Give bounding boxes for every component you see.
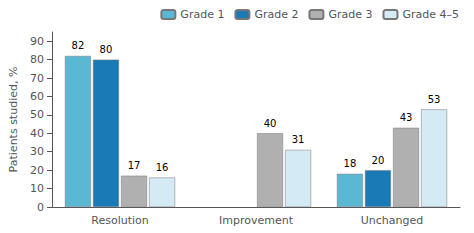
svg-text:Unchanged: Unchanged: [361, 214, 424, 227]
svg-text:20: 20: [372, 155, 385, 166]
svg-text:90: 90: [30, 35, 44, 48]
svg-text:31: 31: [292, 134, 305, 145]
svg-text:50: 50: [30, 108, 44, 121]
svg-text:Grade 1: Grade 1: [180, 8, 224, 21]
svg-text:18: 18: [344, 158, 357, 169]
svg-text:60: 60: [30, 90, 44, 103]
svg-text:16: 16: [156, 162, 169, 173]
svg-text:53: 53: [428, 94, 441, 105]
svg-text:40: 40: [264, 118, 277, 129]
svg-text:80: 80: [100, 44, 113, 55]
svg-text:Resolution: Resolution: [91, 214, 149, 227]
svg-text:43: 43: [400, 112, 413, 123]
svg-text:Improvement: Improvement: [219, 214, 294, 227]
svg-text:20: 20: [30, 164, 44, 177]
svg-text:0: 0: [37, 201, 44, 214]
svg-text:Grade 3: Grade 3: [328, 8, 372, 21]
svg-text:17: 17: [128, 160, 141, 171]
svg-text:40: 40: [30, 127, 44, 140]
svg-text:Grade 2: Grade 2: [254, 8, 298, 21]
svg-text:Patients studied, %: Patients studied, %: [7, 67, 20, 173]
svg-text:30: 30: [30, 145, 44, 158]
svg-text:Grade 4–5: Grade 4–5: [402, 8, 459, 21]
svg-text:70: 70: [30, 72, 44, 85]
svg-text:10: 10: [30, 182, 44, 195]
svg-text:80: 80: [30, 53, 44, 66]
svg-text:82: 82: [72, 40, 85, 51]
